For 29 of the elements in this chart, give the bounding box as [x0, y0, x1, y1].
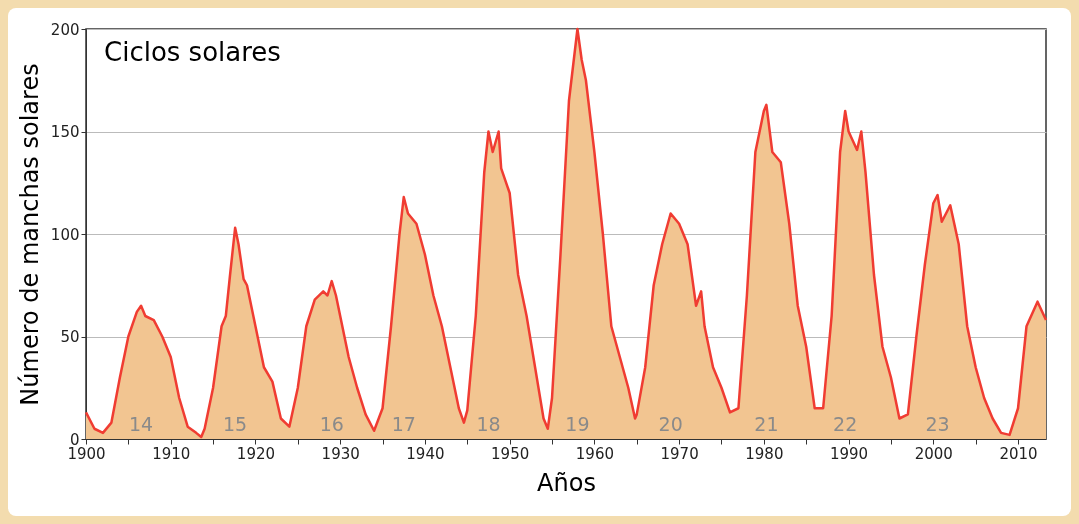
x-tick-label: 1960 — [575, 444, 614, 463]
annotation: 15 — [223, 413, 248, 435]
x-axis-title: Años — [537, 468, 596, 497]
annotation: 22 — [833, 413, 858, 435]
x-tick-label: 1920 — [236, 444, 276, 463]
annotation: 23 — [925, 413, 950, 435]
x-tick-label: 2000 — [914, 444, 953, 463]
y-axis-title: Número de manchas solares — [15, 63, 44, 406]
annotation: 19 — [565, 413, 590, 435]
x-tick-label: 1950 — [491, 444, 530, 463]
annotation: 21 — [754, 413, 779, 435]
annotation: 18 — [476, 413, 501, 435]
y-tick-label: 150 — [50, 123, 80, 141]
x-tick-label: 2010 — [999, 444, 1038, 463]
y-tick-label: 50 — [60, 328, 80, 346]
annotation: 17 — [391, 413, 416, 435]
x-tick-label: 1970 — [660, 444, 699, 463]
annotation: 20 — [658, 413, 683, 435]
chart-title: Ciclos solares — [104, 37, 281, 67]
x-tick-label: 1930 — [321, 444, 360, 463]
y-tick-label: 100 — [50, 225, 80, 244]
x-tick-label: 1990 — [829, 444, 869, 463]
x-tick-label: 1980 — [745, 444, 784, 463]
x-tick-label: 1910 — [152, 444, 191, 463]
x-tick-label: 1900 — [67, 444, 106, 463]
y-tick-label: 200 — [50, 20, 80, 39]
annotation: 14 — [128, 413, 154, 435]
annotation: 16 — [319, 413, 344, 435]
x-tick-label: 1940 — [406, 444, 445, 463]
